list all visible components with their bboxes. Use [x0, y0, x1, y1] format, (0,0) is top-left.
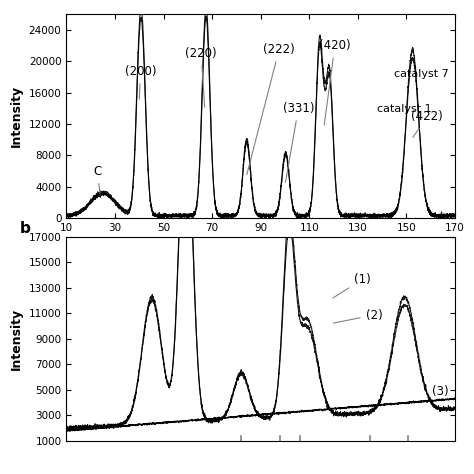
Text: (2): (2) — [333, 309, 383, 323]
Y-axis label: Intensity: Intensity — [10, 85, 23, 147]
Text: catalyst 7: catalyst 7 — [394, 69, 449, 79]
Text: (420): (420) — [319, 39, 351, 125]
Text: C: C — [93, 165, 101, 193]
Text: (3): (3) — [432, 385, 448, 398]
Text: (1): (1) — [333, 273, 371, 298]
Text: (222): (222) — [247, 44, 295, 174]
Text: (200): (200) — [125, 65, 156, 99]
Text: catalyst 1: catalyst 1 — [377, 104, 432, 114]
Text: (331): (331) — [283, 102, 314, 182]
Text: (220): (220) — [185, 47, 217, 107]
Y-axis label: Intensity: Intensity — [10, 308, 23, 370]
Text: (422): (422) — [411, 110, 443, 137]
Text: b: b — [20, 221, 31, 236]
